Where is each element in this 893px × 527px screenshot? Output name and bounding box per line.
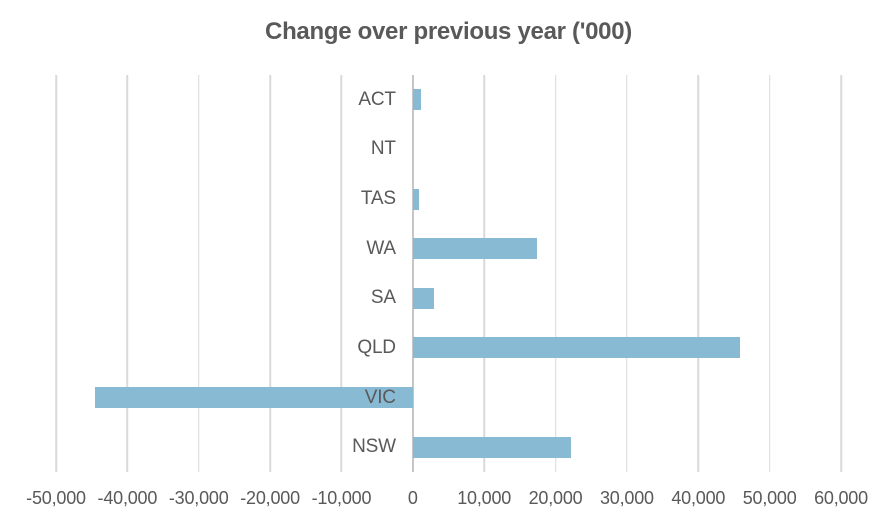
x-tick-label: 60,000	[814, 488, 868, 508]
gridline	[55, 75, 57, 472]
gridline	[768, 75, 771, 472]
x-axis: -50,000 -40,000 -30,000 -20,000 -10,000 0 10,0…	[26, 488, 868, 514]
bar-tas	[412, 188, 420, 210]
gridline	[697, 75, 700, 472]
x-tick-label: 0	[407, 488, 418, 508]
category-label-tas: TAS	[360, 188, 396, 210]
bar-qld	[412, 337, 741, 359]
gridline	[626, 75, 628, 472]
chart-title: Change over previous year ('000)	[265, 18, 632, 45]
bar-nsw	[412, 436, 571, 458]
gridline	[840, 75, 842, 472]
category-label-sa: SA	[370, 287, 396, 309]
category-label-nsw: NSW	[352, 436, 396, 458]
gridline	[126, 75, 129, 472]
x-tick-label: -30,000	[168, 488, 229, 508]
x-tick-label: -40,000	[97, 488, 158, 508]
x-tick-label: -50,000	[26, 488, 86, 508]
gridline	[340, 75, 343, 472]
category-label-nt: NT	[370, 138, 396, 160]
x-tick-label: -20,000	[240, 488, 300, 508]
x-tick-label: 50,000	[742, 488, 797, 508]
category-label-act: ACT	[358, 88, 396, 110]
gridline	[554, 75, 557, 472]
gridline	[483, 75, 485, 472]
zero-axis-line	[411, 75, 414, 472]
x-tick-label: 40,000	[671, 488, 726, 508]
bar-sa	[412, 287, 434, 309]
x-tick-label: 10,000	[457, 488, 512, 508]
x-tick-label: 30,000	[599, 488, 654, 508]
gridline	[269, 75, 271, 472]
x-tick-label: -10,000	[311, 488, 372, 508]
x-tick-label: 20,000	[528, 488, 583, 508]
bar-vic	[95, 387, 413, 409]
plot-area: ACT NT TAS WA SA QLD VIC NSW	[55, 75, 842, 472]
category-label-wa: WA	[366, 237, 396, 259]
gridline	[197, 75, 200, 472]
category-label-vic: VIC	[364, 386, 396, 408]
category-label-qld: QLD	[357, 336, 396, 358]
bar-wa	[412, 238, 537, 260]
bar-act	[412, 89, 421, 111]
